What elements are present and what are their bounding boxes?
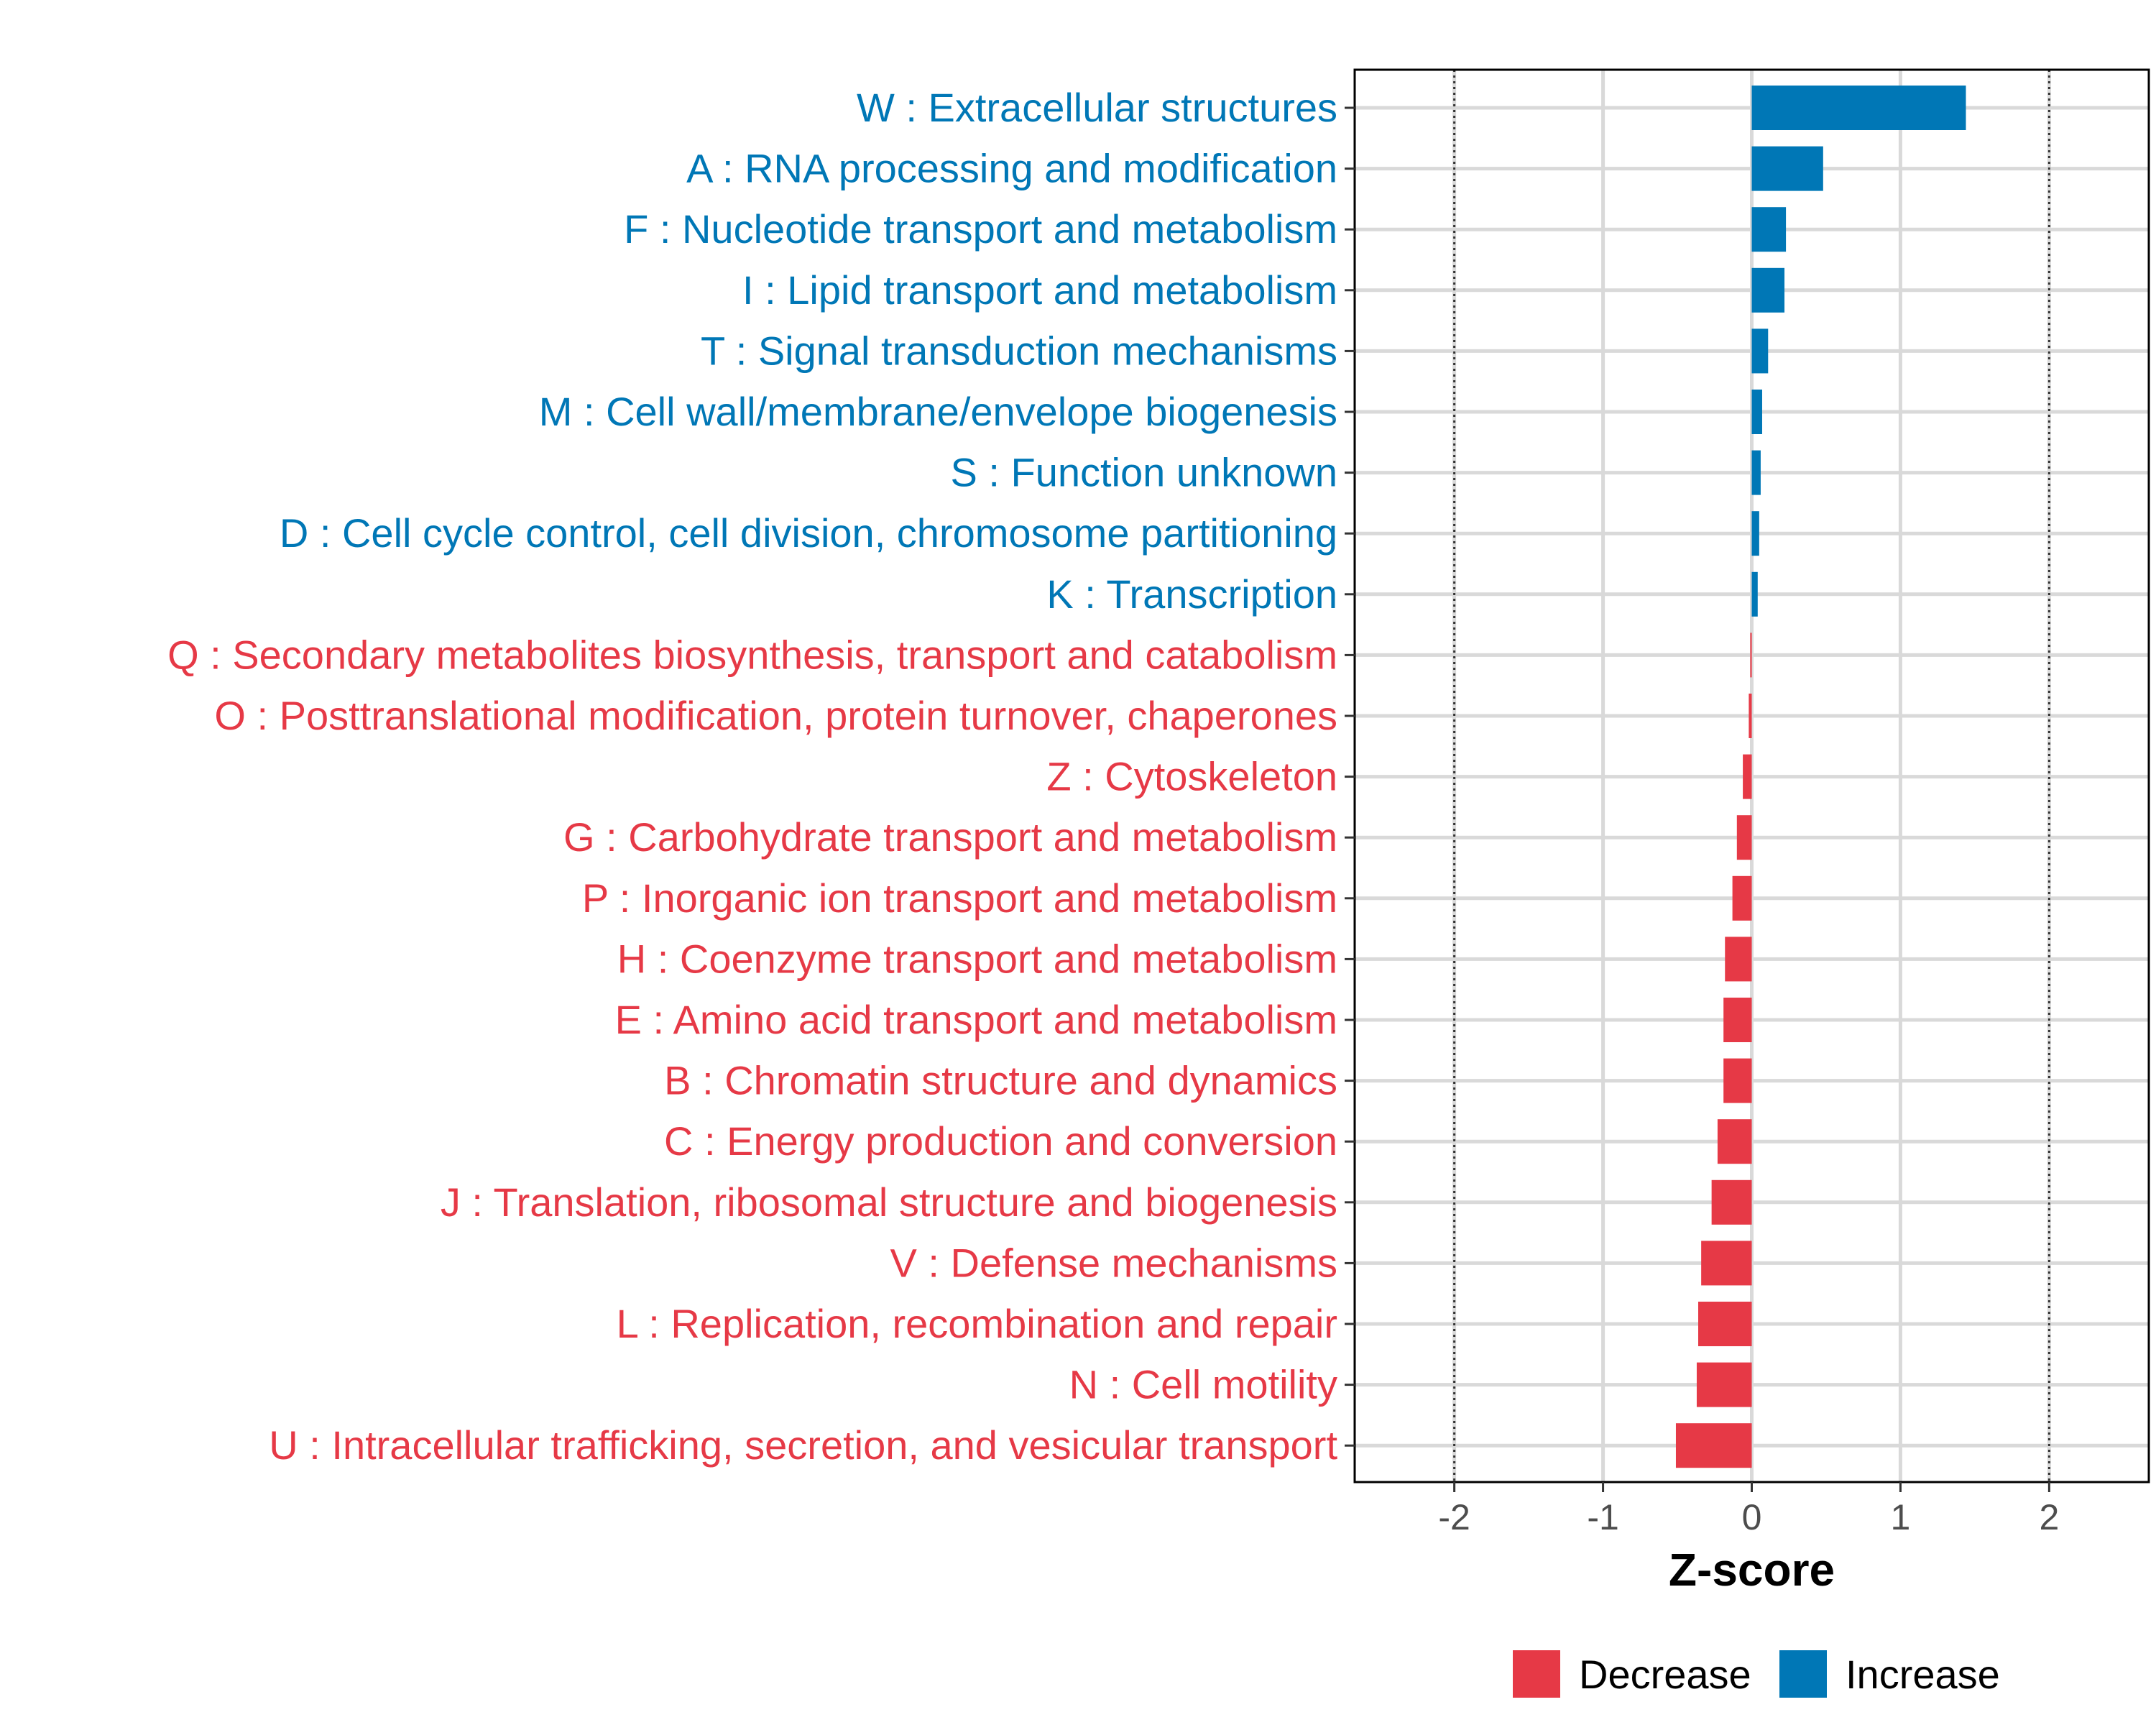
x-tick-label: 0 <box>1742 1497 1762 1537</box>
category-label: J : Translation, ribosomal structure and… <box>441 1179 1337 1225</box>
legend-label-decrease: Decrease <box>1579 1652 1751 1697</box>
category-label: I : Lipid transport and metabolism <box>742 267 1337 313</box>
category-label: A : RNA processing and modification <box>686 146 1337 191</box>
bar-c <box>1717 1119 1752 1164</box>
category-label: H : Coenzyme transport and metabolism <box>617 936 1337 981</box>
category-label: L : Replication, recombination and repai… <box>617 1301 1337 1346</box>
x-tick-label: -1 <box>1587 1497 1618 1537</box>
category-label: T : Signal transduction mechanisms <box>701 328 1337 373</box>
bar-d <box>1751 511 1759 556</box>
category-label: N : Cell motility <box>1069 1362 1337 1407</box>
y-axis-ticks <box>1345 106 1355 1447</box>
bar-i <box>1751 267 1785 313</box>
x-tick-label: -2 <box>1438 1497 1470 1537</box>
bar-t <box>1751 328 1769 374</box>
bar-v <box>1701 1241 1752 1286</box>
category-label: K : Transcription <box>1046 571 1337 617</box>
bar-h <box>1725 937 1752 982</box>
bar-u <box>1675 1423 1752 1468</box>
category-label: E : Amino acid transport and metabolism <box>615 997 1337 1042</box>
bar-s <box>1751 450 1761 495</box>
bar-p <box>1732 875 1752 921</box>
bar-l <box>1698 1302 1752 1346</box>
category-label: B : Chromatin structure and dynamics <box>664 1058 1337 1103</box>
category-label: Z : Cytoskeleton <box>1046 754 1337 799</box>
legend-label-increase: Increase <box>1846 1652 2000 1697</box>
category-label: W : Extracellular structures <box>857 85 1337 130</box>
x-axis-ticks: -2 -1 0 1 2 <box>1438 1482 2059 1537</box>
category-label: F : Nucleotide transport and metabolism <box>624 206 1337 252</box>
category-label: C : Energy production and conversion <box>664 1118 1337 1164</box>
x-tick-label: 2 <box>2039 1497 2059 1537</box>
x-axis-title: Z-score <box>1669 1544 1835 1596</box>
bar-b <box>1723 1058 1752 1103</box>
bars <box>1675 86 1966 1468</box>
category-label: O : Posttranslational modification, prot… <box>214 693 1337 738</box>
legend-swatch-increase <box>1779 1650 1827 1698</box>
legend: Decrease Increase <box>1513 1650 2000 1698</box>
legend-swatch-decrease <box>1513 1650 1560 1698</box>
category-labels: W : Extracellular structures A : RNA proc… <box>167 85 1337 1468</box>
bar-m <box>1751 390 1762 434</box>
bar-k <box>1751 571 1758 617</box>
bar-e <box>1723 998 1752 1042</box>
category-label: G : Carbohydrate transport and metabolis… <box>563 814 1337 860</box>
bar-j <box>1711 1179 1752 1225</box>
bar-w <box>1751 86 1966 130</box>
bar-q <box>1750 632 1752 678</box>
category-label: Q : Secondary metabolites biosynthesis, … <box>167 632 1337 677</box>
bar-g <box>1736 815 1752 860</box>
category-label: U : Intracellular trafficking, secretion… <box>269 1422 1337 1468</box>
bar-f <box>1751 207 1787 252</box>
x-tick-label: 1 <box>1891 1497 1911 1537</box>
category-label: V : Defense mechanisms <box>890 1240 1337 1285</box>
bar-a <box>1751 146 1823 191</box>
category-label: P : Inorganic ion transport and metaboli… <box>582 875 1337 921</box>
bar-o <box>1749 694 1752 738</box>
category-label: D : Cell cycle control, cell division, c… <box>280 510 1337 556</box>
bar-n <box>1696 1362 1752 1407</box>
category-label: S : Function unknown <box>950 450 1337 495</box>
bar-z <box>1743 754 1752 799</box>
category-label: M : Cell wall/membrane/envelope biogenes… <box>539 389 1337 434</box>
